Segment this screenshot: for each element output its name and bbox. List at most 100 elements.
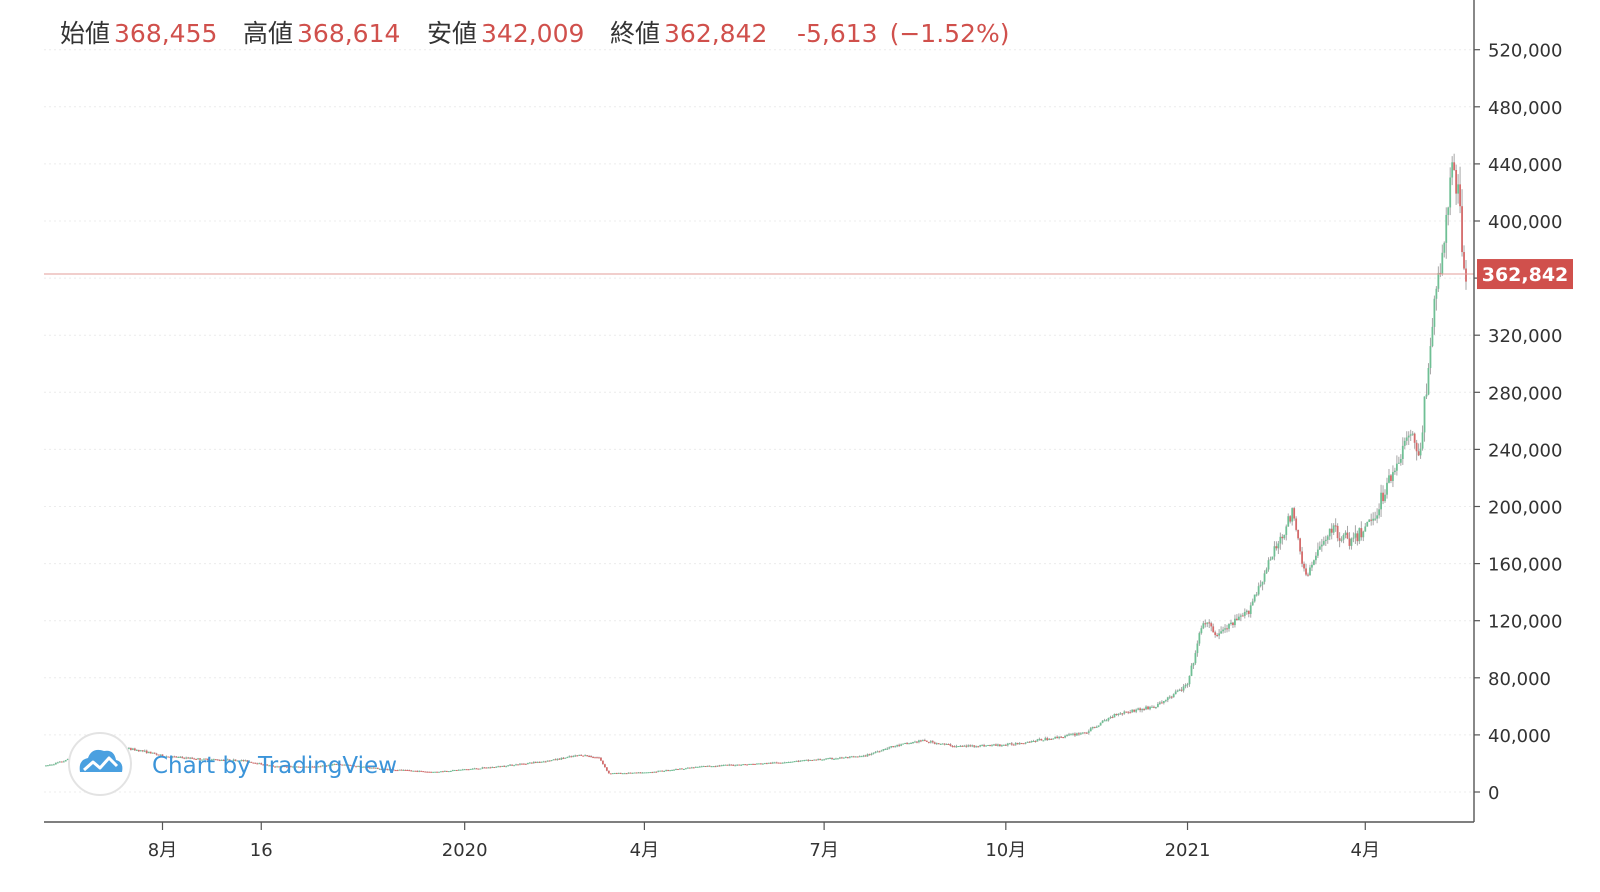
candle-down — [1356, 533, 1359, 542]
candle-up — [337, 764, 340, 766]
candle-down — [1382, 492, 1384, 502]
y-tick-label: 400,000 — [1488, 212, 1562, 233]
candle-up — [641, 772, 644, 774]
candle-up — [432, 771, 434, 773]
candle-up — [939, 743, 942, 745]
candle-up — [244, 760, 247, 762]
candle-up — [1407, 435, 1410, 438]
candle-down — [655, 771, 658, 773]
candle-up — [748, 764, 750, 766]
candle-down — [995, 744, 997, 746]
candle-down — [726, 764, 729, 766]
candle-down — [161, 754, 164, 757]
candle-down — [815, 759, 818, 761]
candle-down — [311, 766, 314, 768]
candle-up — [51, 764, 53, 766]
candle-up — [566, 757, 569, 759]
candle-down — [424, 771, 427, 773]
candle-up — [1405, 437, 1408, 441]
candle-up — [45, 765, 47, 767]
candle-up — [1198, 633, 1201, 644]
candle-down — [1111, 717, 1114, 719]
candle-down — [414, 770, 417, 772]
candle-down — [594, 757, 596, 759]
candle-up — [1038, 738, 1041, 740]
candle-up — [1168, 696, 1171, 698]
candle-down — [1459, 184, 1461, 207]
gridlines — [44, 49, 1474, 793]
candle-down — [615, 773, 618, 775]
candle-down — [149, 751, 152, 754]
candle-down — [252, 762, 255, 764]
candle-up — [1184, 684, 1187, 687]
candle-down — [635, 772, 638, 774]
candle-up — [54, 762, 57, 765]
candle-up — [975, 746, 978, 748]
candle-up — [568, 756, 571, 758]
candle-down — [1307, 574, 1309, 576]
candle-up — [1186, 684, 1189, 686]
candle-down — [284, 766, 286, 768]
candle-up — [210, 759, 213, 761]
candle-up — [1101, 720, 1104, 723]
candle-up — [440, 771, 442, 773]
candle-down — [1020, 743, 1023, 745]
candle-up — [147, 751, 150, 754]
candle-up — [669, 770, 671, 772]
candle-down — [580, 754, 583, 756]
candle-up — [1192, 663, 1195, 666]
y-tick-label: 0 — [1488, 783, 1499, 804]
candle-up — [1245, 610, 1248, 613]
candle-up — [1285, 526, 1288, 535]
candle-down — [323, 765, 326, 767]
candle-down — [868, 754, 871, 756]
candle-up — [1087, 731, 1090, 733]
candle-down — [351, 765, 353, 767]
candle-up — [1230, 622, 1232, 625]
tradingview-watermark[interactable]: Chart by TradingView — [68, 732, 397, 796]
candle-up — [1202, 623, 1205, 629]
candle-up — [884, 749, 887, 751]
candle-up — [56, 762, 59, 764]
candle-up — [1324, 539, 1327, 542]
candle-down — [400, 769, 403, 771]
candle-up — [991, 745, 993, 747]
candle-down — [920, 740, 922, 742]
candle-down — [744, 764, 747, 766]
candle-down — [325, 765, 328, 767]
candle-down — [864, 755, 867, 757]
candle-down — [906, 742, 908, 744]
candle-up — [469, 768, 472, 770]
candle-up — [1255, 594, 1258, 596]
candle-down — [355, 766, 357, 768]
candle-up — [159, 754, 162, 756]
change-percent: (−1.52%) — [890, 19, 1010, 48]
candle-down — [483, 767, 486, 769]
candle-up — [1066, 734, 1068, 736]
candle-down — [503, 765, 506, 767]
candle-up — [1309, 567, 1311, 576]
candle-up — [791, 761, 794, 763]
candle-down — [953, 746, 956, 748]
candle-up — [189, 757, 192, 759]
candle-up — [833, 758, 835, 760]
candle-up — [617, 772, 620, 774]
candle-up — [1368, 519, 1371, 522]
candle-down — [1022, 743, 1025, 745]
x-tick-label: 2020 — [442, 840, 488, 861]
candle-up — [1064, 735, 1066, 738]
candle-up — [979, 745, 982, 747]
candle-down — [852, 756, 855, 758]
candle-down — [390, 769, 393, 771]
candle-up — [572, 756, 575, 758]
last-price-badge: 362,842 — [1477, 259, 1573, 290]
candle-up — [513, 765, 515, 767]
candle-down — [517, 764, 519, 766]
candle-up — [1030, 741, 1033, 743]
candle-up — [418, 770, 421, 772]
candle-up — [1421, 432, 1424, 449]
candle-down — [467, 769, 470, 771]
candle-up — [829, 758, 831, 760]
